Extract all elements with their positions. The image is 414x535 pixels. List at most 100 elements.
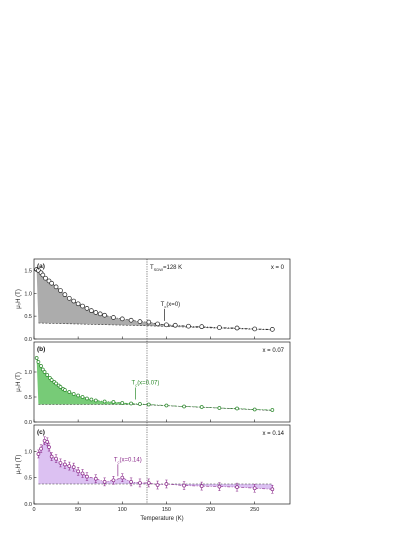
data-point bbox=[138, 481, 142, 485]
tc-label-main: T bbox=[132, 381, 136, 387]
data-point bbox=[76, 469, 80, 474]
tsdw-label-main: T bbox=[150, 265, 154, 271]
x-axis-label: Temperature (K) bbox=[140, 516, 183, 522]
data-point bbox=[120, 475, 125, 480]
data-point bbox=[97, 311, 103, 317]
data-point bbox=[76, 393, 80, 398]
tc-label: Tc(x=0.07) bbox=[132, 381, 160, 388]
data-point bbox=[120, 401, 125, 405]
plot-frame bbox=[33, 424, 291, 505]
data-point bbox=[49, 454, 54, 459]
tc-label-rest: (x=0.14) bbox=[120, 457, 142, 463]
data-point bbox=[71, 465, 76, 469]
data-point bbox=[164, 403, 169, 408]
data-point bbox=[217, 406, 222, 410]
y-axis-label: μ₀H (T) bbox=[16, 289, 22, 309]
data-point bbox=[129, 480, 133, 484]
x-tick-label: 50 bbox=[75, 507, 81, 513]
data-point bbox=[71, 392, 76, 396]
data-point bbox=[217, 484, 222, 489]
data-point bbox=[270, 408, 275, 412]
panel-c: Tc(x=0.14) 0.0 0.5 1.0 0 50 100 150 200 250 μ₀H (T… bbox=[16, 424, 291, 522]
data-point bbox=[155, 321, 160, 327]
data-point bbox=[186, 323, 191, 329]
composition-label: x = 0.14 bbox=[262, 431, 284, 437]
data-point bbox=[80, 395, 85, 399]
data-point bbox=[40, 272, 46, 278]
y-tick-label: 1.5 bbox=[24, 268, 32, 274]
y-tick-label: 0.0 bbox=[24, 420, 32, 426]
panel-tag: (b) bbox=[37, 346, 45, 353]
baseline-dashed bbox=[38, 322, 273, 331]
x-tick-label: 150 bbox=[162, 507, 171, 513]
data-point bbox=[138, 402, 142, 406]
tsdw-label-rest: =128 K bbox=[163, 265, 182, 271]
data-point bbox=[270, 487, 275, 492]
tc-label: Tc(x=0.14) bbox=[114, 457, 142, 464]
data-point bbox=[252, 407, 257, 412]
data-point bbox=[85, 396, 89, 401]
data-point bbox=[39, 446, 43, 451]
data-point bbox=[49, 378, 54, 382]
data-point bbox=[71, 298, 77, 304]
data-point bbox=[129, 401, 133, 406]
y-tick-label: 0.0 bbox=[24, 502, 32, 508]
y-tick-label: 0.5 bbox=[24, 314, 32, 320]
data-point bbox=[43, 275, 48, 281]
data-point bbox=[58, 385, 63, 389]
y-tick-label: 1.0 bbox=[24, 291, 32, 297]
data-point bbox=[36, 452, 41, 456]
data-point bbox=[34, 356, 39, 360]
data-point bbox=[54, 456, 58, 461]
data-point bbox=[58, 461, 63, 465]
data-point bbox=[164, 482, 169, 486]
shaded-area bbox=[38, 440, 273, 490]
tc-label-sub: c bbox=[135, 383, 137, 388]
data-point bbox=[111, 315, 116, 320]
data-point bbox=[39, 364, 43, 368]
data-point bbox=[217, 325, 222, 330]
data-point bbox=[146, 481, 151, 485]
data-point bbox=[164, 322, 169, 328]
data-point bbox=[269, 327, 275, 332]
data-point bbox=[75, 301, 81, 307]
data-point bbox=[128, 317, 134, 323]
data-point bbox=[45, 373, 50, 377]
composition-label: x = 0 bbox=[271, 265, 285, 271]
data-point bbox=[53, 284, 59, 290]
tc-label-main: T bbox=[114, 457, 118, 463]
series-line bbox=[36, 269, 273, 330]
data-point bbox=[182, 404, 186, 409]
panel-tag: (c) bbox=[37, 429, 45, 436]
data-point bbox=[80, 303, 85, 309]
data-point bbox=[93, 310, 99, 315]
tc-label: Tc(x=0) bbox=[161, 302, 181, 309]
data-point bbox=[102, 312, 107, 318]
data-point bbox=[111, 478, 116, 483]
data-point bbox=[182, 483, 186, 488]
data-point bbox=[67, 464, 72, 468]
y-tick-label: 0.5 bbox=[24, 476, 32, 482]
tsdw-label-sub: SDW bbox=[154, 267, 164, 272]
y-tick-label: 1.0 bbox=[24, 370, 32, 376]
plot-frame bbox=[33, 258, 291, 340]
tc-label-sub: c bbox=[118, 459, 120, 464]
data-point bbox=[42, 370, 47, 374]
x-tick-label: 250 bbox=[250, 507, 259, 513]
data-point bbox=[234, 325, 240, 331]
data-point bbox=[102, 399, 107, 404]
series-line bbox=[36, 357, 273, 411]
data-point bbox=[146, 402, 151, 407]
data-point bbox=[172, 322, 178, 328]
data-point bbox=[84, 306, 90, 311]
data-point bbox=[49, 280, 55, 286]
data-point bbox=[119, 316, 125, 322]
tc-label-main: T bbox=[161, 302, 165, 308]
data-point bbox=[89, 397, 94, 402]
data-point bbox=[80, 471, 85, 476]
data-point bbox=[146, 319, 152, 325]
tc-label-rest: (x=0) bbox=[166, 302, 180, 308]
